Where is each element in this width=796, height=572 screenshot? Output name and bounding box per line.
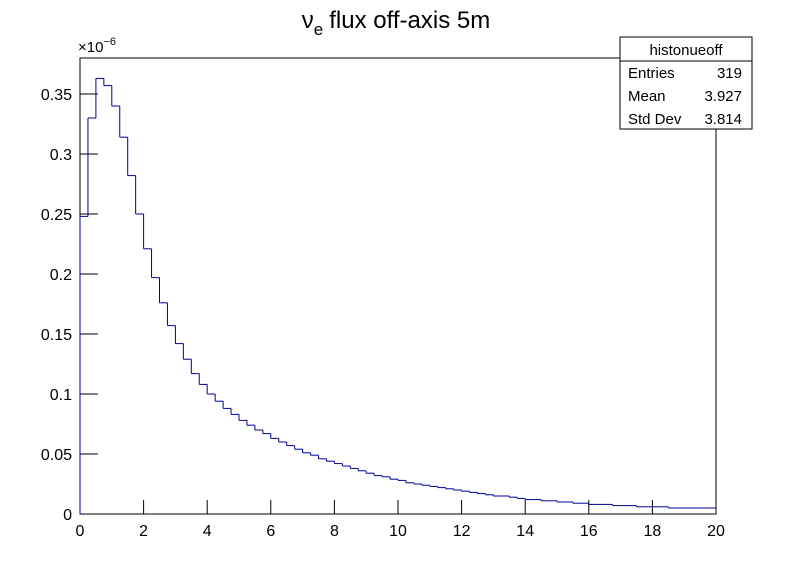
x-tick-label: 12 <box>453 523 471 540</box>
x-tick-label: 18 <box>644 523 662 540</box>
stats-label: Entries <box>628 65 675 82</box>
stats-frame <box>619 36 753 130</box>
x-tick-label: 4 <box>203 523 212 540</box>
y-tick-label: 0.2 <box>50 267 72 284</box>
y-tick-label: 0.3 <box>50 147 72 164</box>
x-tick-label: 2 <box>139 523 148 540</box>
x-tick-label: 6 <box>266 523 275 540</box>
stats-box: histonueoff Entries 319 Mean 3.927 Std D… <box>619 36 753 130</box>
x-tick-label: 10 <box>389 523 407 540</box>
y-tick-label: 0.15 <box>41 327 72 344</box>
y-tick-label: 0.25 <box>41 207 72 224</box>
title-symbol: ν <box>302 7 314 34</box>
stats-value: 319 <box>717 65 742 82</box>
title-subscript: e <box>314 20 323 39</box>
x-tick-label: 0 <box>76 523 85 540</box>
stats-label: Mean <box>628 88 666 105</box>
stats-value: 3.927 <box>704 88 742 105</box>
y-tick-label: 0.35 <box>41 87 72 104</box>
stats-value: 3.814 <box>704 111 742 128</box>
y-multiplier: ×10−6 <box>78 36 116 56</box>
y-tick-label: 0.1 <box>50 387 72 404</box>
x-tick-label: 20 <box>707 523 725 540</box>
y-tick-label: 0 <box>63 507 72 524</box>
stats-label: Std Dev <box>628 111 682 128</box>
x-tick-label: 14 <box>516 523 534 540</box>
x-tick-label: 16 <box>580 523 598 540</box>
multiplier-base: ×10 <box>78 39 103 56</box>
stats-title: histonueoff <box>649 42 723 59</box>
title-text: flux off-axis 5m <box>329 7 490 34</box>
y-tick-label: 0.05 <box>41 447 72 464</box>
multiplier-exponent: −6 <box>103 36 116 48</box>
chart-title: νe flux off-axis 5m <box>302 7 490 39</box>
x-tick-label: 8 <box>330 523 339 540</box>
